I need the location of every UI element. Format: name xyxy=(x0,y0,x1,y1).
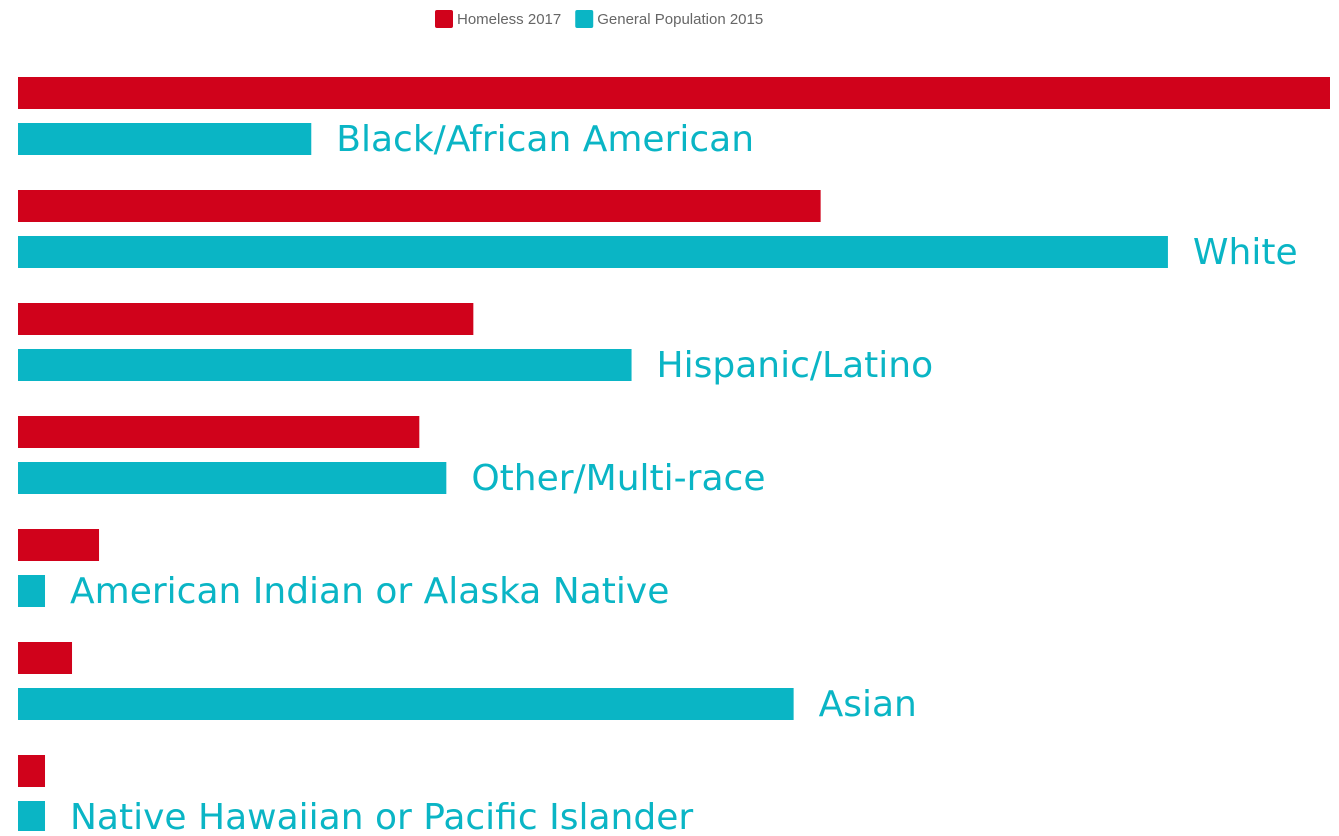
bar xyxy=(18,801,46,833)
bar xyxy=(18,349,632,381)
legend-swatch xyxy=(435,10,453,28)
bar xyxy=(18,236,1168,268)
bar xyxy=(18,462,447,494)
bar xyxy=(18,755,46,787)
legend-swatch xyxy=(575,10,594,28)
category-label: American Indian or Alaska Native xyxy=(70,571,669,612)
category-label: Asian xyxy=(819,684,917,725)
legend-label: Homeless 2017 xyxy=(457,11,561,28)
bar xyxy=(18,642,73,674)
category-label: Native Hawaiian or Pacific Islander xyxy=(70,797,693,831)
bar xyxy=(18,303,474,335)
bar xyxy=(18,575,46,607)
bar xyxy=(18,123,312,155)
category-label: White xyxy=(1193,232,1298,273)
category-label: Hispanic/Latino xyxy=(657,345,934,386)
category-label: Other/Multi-race xyxy=(471,458,765,499)
bar xyxy=(18,77,1330,109)
bar xyxy=(18,416,420,448)
category-label: Black/African American xyxy=(336,119,754,160)
bar xyxy=(18,688,794,720)
bar xyxy=(18,529,100,561)
legend-label: General Population 2015 xyxy=(597,11,763,28)
bar xyxy=(18,190,821,222)
